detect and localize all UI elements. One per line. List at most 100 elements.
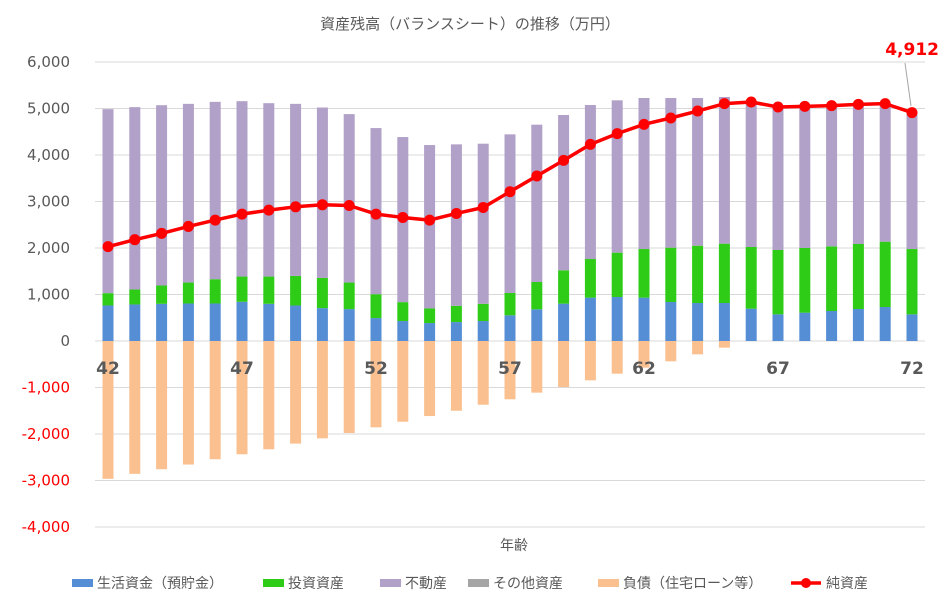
bar-70-不動産 (852, 104, 864, 245)
legend-label: 純資産 (826, 576, 868, 592)
bar-63-生活資金（預貯金） (665, 301, 677, 341)
bar-67-投資資産 (772, 249, 784, 315)
net-assets-point-70 (852, 98, 864, 110)
y-tick-label: -3,000 (22, 472, 70, 490)
bar-68-不動産 (799, 106, 811, 248)
net-assets-point-42 (102, 241, 114, 253)
x-tick-label: 47 (230, 359, 254, 379)
bar-62-投資資産 (638, 249, 650, 298)
net-assets-point-58 (531, 170, 543, 182)
bar-70-生活資金（預貯金） (852, 309, 864, 341)
y-tick-label: 2,000 (27, 239, 70, 257)
bar-50-負債（住宅ローン等） (316, 341, 328, 439)
bar-65-投資資産 (718, 243, 730, 304)
net-assets-point-63 (665, 112, 677, 124)
net-assets-point-48 (263, 204, 275, 216)
net-assets-point-47 (236, 208, 248, 220)
net-assets-point-43 (129, 234, 141, 246)
bar-48-負債（住宅ローン等） (263, 341, 275, 450)
bar-64-生活資金（預貯金） (692, 303, 704, 341)
bar-43-不動産 (129, 107, 141, 290)
bar-55-生活資金（預貯金） (450, 322, 462, 341)
bar-56-負債（住宅ローン等） (477, 341, 489, 405)
y-tick-label: 1,000 (27, 286, 70, 304)
bar-46-負債（住宅ローン等） (209, 341, 221, 460)
legend-item: その他資産 (468, 576, 563, 592)
net-assets-point-54 (424, 214, 436, 226)
x-tick-label: 67 (766, 359, 790, 379)
bar-44-生活資金（預貯金） (156, 303, 168, 341)
y-tick-label: 3,000 (27, 193, 70, 211)
bar-52-負債（住宅ローン等） (370, 341, 382, 428)
bar-61-不動産 (611, 100, 623, 253)
net-assets-point-45 (182, 220, 194, 232)
bar-65-不動産 (718, 97, 730, 244)
legend-marker (801, 578, 811, 588)
bar-50-生活資金（預貯金） (316, 308, 328, 341)
net-assets-point-72 (906, 107, 918, 119)
net-assets-point-71 (879, 98, 891, 110)
legend-swatch (263, 579, 284, 587)
bar-66-投資資産 (745, 246, 757, 309)
y-tick-label: -1,000 (22, 379, 70, 397)
bar-62-生活資金（預貯金） (638, 297, 650, 341)
net-assets-point-46 (209, 214, 221, 226)
bar-60-負債（住宅ローン等） (584, 341, 596, 381)
legend-swatch (72, 579, 93, 587)
bar-54-不動産 (424, 145, 436, 309)
bar-48-不動産 (263, 103, 275, 277)
bar-43-生活資金（預貯金） (129, 304, 141, 341)
legend-item: 生活資金（預貯金） (72, 576, 223, 592)
bars (102, 97, 918, 479)
bar-54-投資資産 (424, 308, 436, 324)
bar-52-投資資産 (370, 294, 382, 319)
bar-64-不動産 (692, 97, 704, 246)
bar-56-生活資金（預貯金） (477, 321, 489, 341)
bar-51-不動産 (343, 114, 355, 283)
bar-59-投資資産 (558, 270, 570, 304)
y-tick-label: -4,000 (22, 518, 70, 536)
bar-55-投資資産 (450, 305, 462, 323)
bar-63-不動産 (665, 97, 677, 248)
bar-62-負債（住宅ローン等） (638, 341, 650, 368)
bar-61-投資資産 (611, 252, 623, 298)
net-assets-point-49 (290, 201, 302, 213)
data-label-net-assets-72: 4,912 (885, 40, 939, 60)
bar-46-不動産 (209, 101, 221, 280)
bar-71-不動産 (879, 103, 891, 242)
bar-46-投資資産 (209, 279, 221, 304)
bar-59-不動産 (558, 115, 570, 271)
legend: 生活資金（預貯金） 投資資産 不動産 その他資産 負債（住宅ローン等） 純資産 (72, 575, 868, 592)
net-assets-point-62 (638, 118, 650, 130)
legend-label: 負債（住宅ローン等） (623, 575, 762, 592)
x-tick-label: 62 (632, 359, 656, 379)
bar-68-投資資産 (799, 248, 811, 313)
net-assets-point-68 (799, 100, 811, 112)
legend-item: 負債（住宅ローン等） (598, 575, 762, 592)
y-tick-label: 6,000 (27, 53, 70, 71)
bar-65-負債（住宅ローン等） (718, 341, 730, 348)
net-assets-point-57 (504, 186, 516, 198)
net-assets-point-50 (316, 199, 328, 211)
bar-67-生活資金（預貯金） (772, 314, 784, 341)
bar-50-投資資産 (316, 277, 328, 309)
bar-66-不動産 (745, 101, 757, 247)
legend-swatch (468, 579, 489, 587)
bar-57-負債（住宅ローン等） (504, 341, 516, 400)
bar-52-生活資金（預貯金） (370, 318, 382, 341)
bar-64-投資資産 (692, 245, 704, 304)
bar-71-生活資金（預貯金） (879, 307, 891, 341)
bar-61-生活資金（預貯金） (611, 297, 623, 341)
bar-61-負債（住宅ローン等） (611, 341, 623, 374)
x-axis-label: 年齢 (500, 538, 528, 554)
bar-51-負債（住宅ローン等） (343, 341, 355, 434)
net-assets-point-52 (370, 208, 382, 220)
net-assets-point-56 (477, 201, 489, 213)
net-assets-point-55 (450, 207, 462, 219)
bar-59-負債（住宅ローン等） (558, 341, 570, 387)
bar-56-不動産 (477, 143, 489, 304)
bar-42-不動産 (102, 109, 114, 294)
bar-45-投資資産 (182, 282, 194, 304)
legend-label: 生活資金（預貯金） (97, 576, 223, 592)
net-assets-point-69 (826, 100, 838, 112)
